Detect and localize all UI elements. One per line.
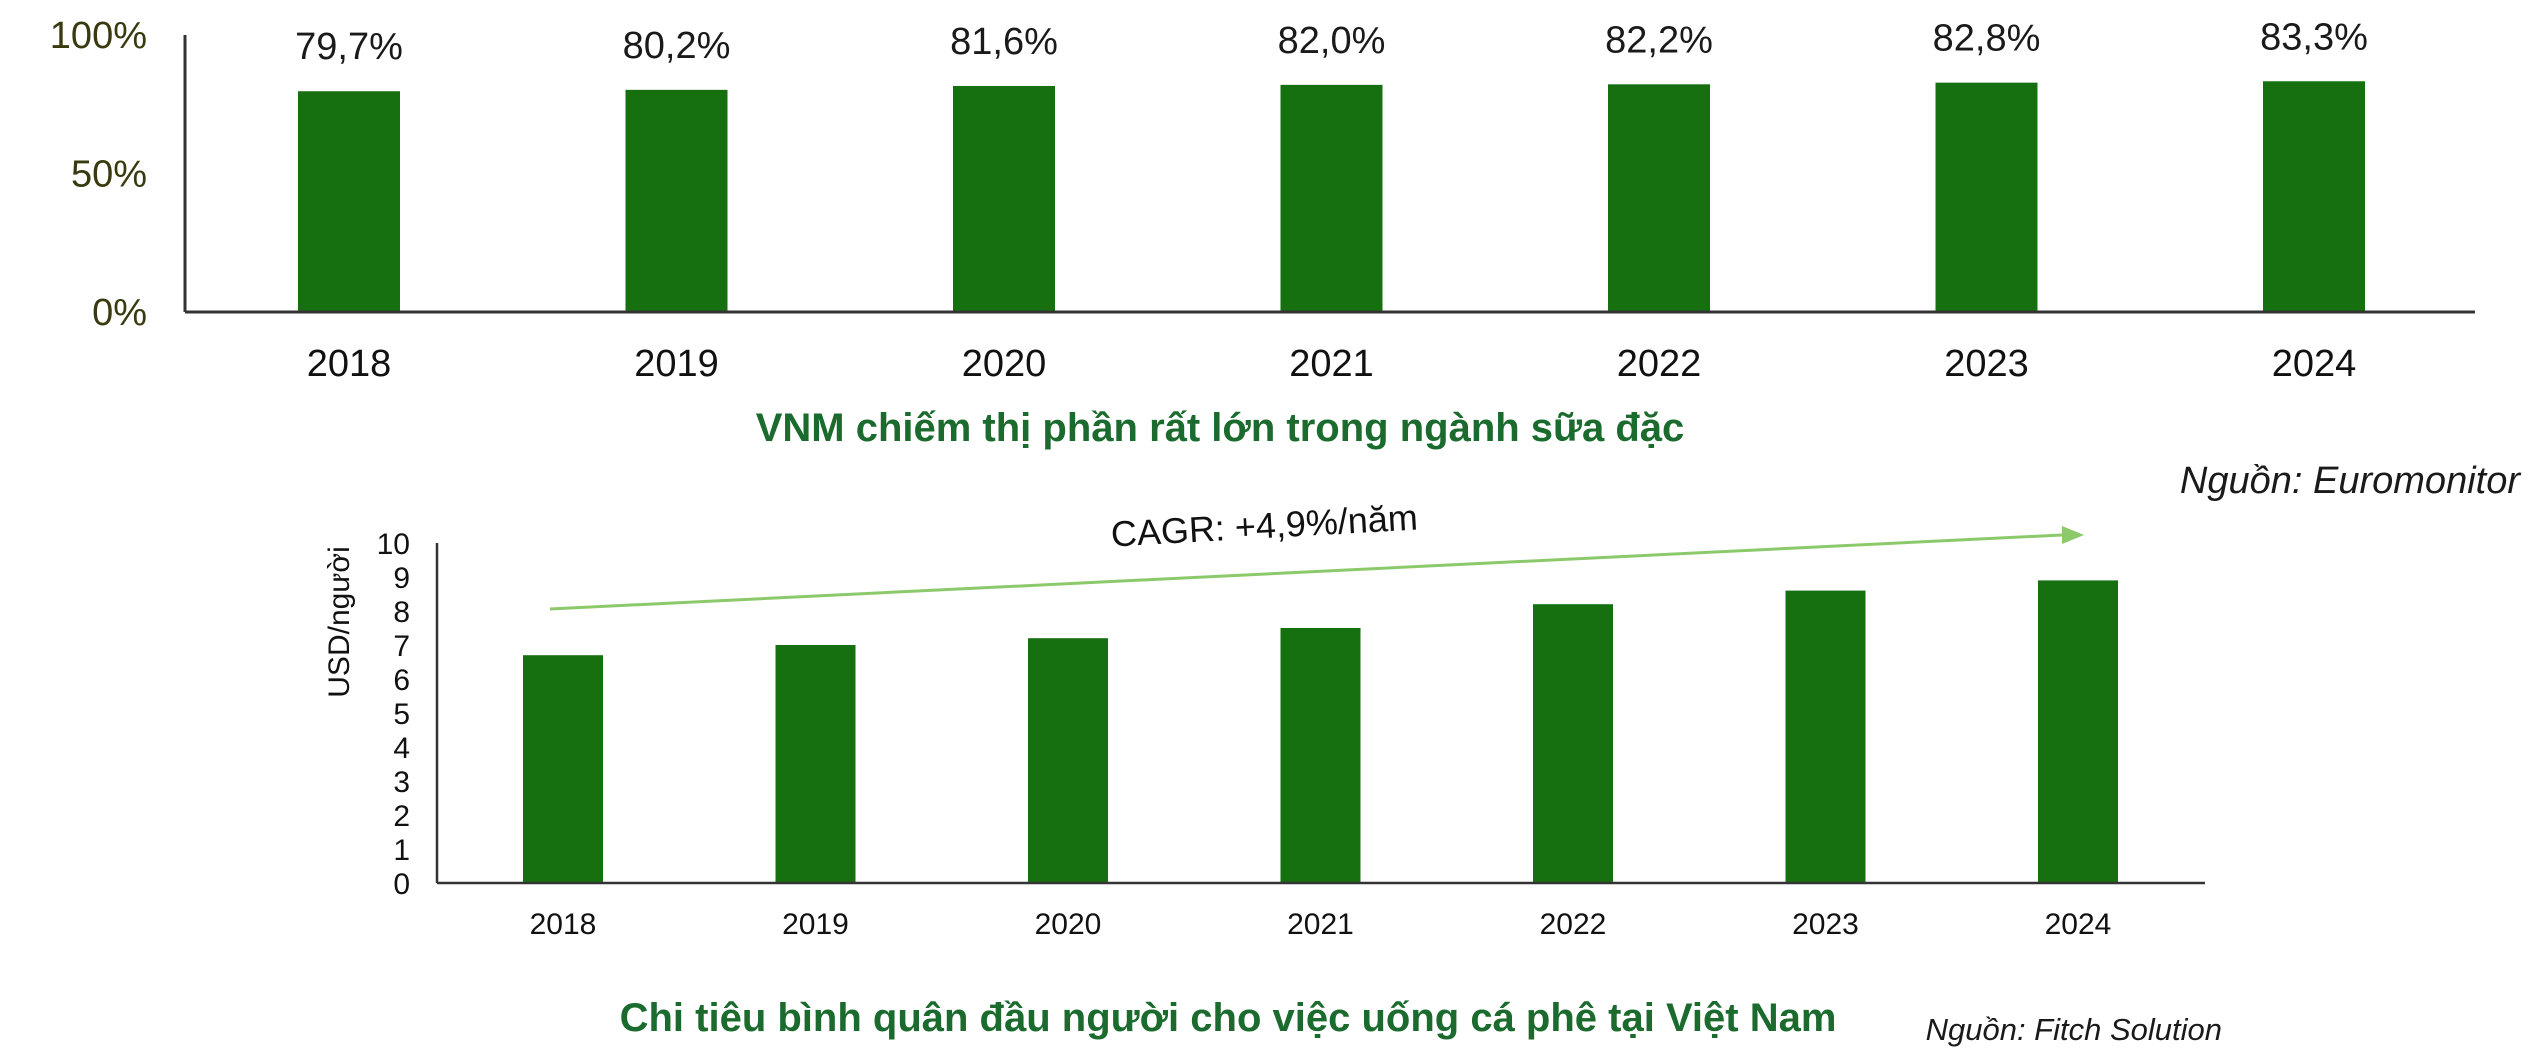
market-share-y-tick: 100% (50, 15, 147, 57)
coffee-spending-y-tick: 2 (393, 800, 410, 833)
market-share-y-tick: 0% (92, 292, 147, 334)
coffee-spending-x-tick: 2021 (1287, 908, 1354, 941)
cagr-trend-arrow (549, 526, 2084, 611)
market-share-caption: VNM chiếm thị phần rất lớn trong ngành s… (756, 406, 1685, 450)
coffee-spending-y-tick: 3 (393, 766, 410, 799)
coffee-spending-source: Nguồn: Fitch Solution (1926, 1012, 2222, 1047)
market-share-x-ticks: 2018 2019 2020 2021 2022 2023 2024 (307, 343, 2357, 385)
coffee-spending-x-tick: 2020 (1035, 908, 1102, 941)
market-share-bar (625, 89, 728, 312)
market-share-x-tick: 2022 (1617, 343, 1702, 385)
market-share-bars (298, 81, 2365, 312)
coffee-spending-x-tick: 2024 (2045, 908, 2112, 941)
market-share-x-tick: 2024 (2272, 343, 2357, 385)
market-share-bar (953, 85, 1055, 312)
market-share-x-tick: 2023 (1944, 343, 2029, 385)
coffee-spending-y-tick: 0 (393, 868, 410, 901)
market-share-source: Nguồn: Euromonitor (2180, 460, 2521, 502)
market-share-chart: 0% 50% 100% 79,7% 80,2% 81,6% 82,0% 82,2% 82,8%… (50, 15, 2522, 502)
market-share-bar (1280, 84, 1383, 312)
coffee-spending-y-tick: 5 (393, 698, 410, 731)
market-share-data-label: 81,6% (950, 21, 1058, 63)
market-share-data-label: 79,7% (295, 26, 403, 68)
coffee-spending-x-tick: 2022 (1540, 908, 1607, 941)
market-share-x-tick: 2018 (307, 343, 392, 385)
coffee-spending-y-tick: 6 (393, 664, 410, 697)
coffee-spending-bar (1280, 628, 1361, 883)
coffee-spending-y-axis-label: USD/người (323, 546, 356, 697)
market-share-bar (1935, 82, 2038, 312)
coffee-spending-bar (1028, 638, 1108, 883)
coffee-spending-bar (2038, 580, 2118, 883)
market-share-bar (298, 91, 400, 312)
coffee-spending-x-ticks: 2018 2019 2020 2021 2022 2023 2024 (530, 908, 2112, 941)
market-share-data-label: 82,0% (1278, 20, 1386, 62)
market-share-data-label: 83,3% (2260, 16, 2368, 58)
market-share-data-label: 80,2% (623, 25, 731, 67)
market-share-data-label: 82,2% (1605, 19, 1713, 61)
market-share-data-label: 82,8% (1933, 18, 2041, 60)
coffee-spending-y-tick: 9 (393, 562, 410, 595)
market-share-y-tick: 50% (71, 154, 147, 196)
coffee-spending-x-tick: 2023 (1792, 908, 1859, 941)
market-share-y-ticks: 0% 50% 100% (50, 15, 147, 334)
market-share-bar (1608, 84, 1710, 312)
coffee-spending-bar (1785, 590, 1866, 883)
coffee-spending-y-tick: 10 (377, 528, 410, 561)
coffee-spending-y-tick: 7 (393, 630, 410, 663)
market-share-bar (2263, 81, 2365, 312)
coffee-spending-bar (775, 645, 856, 883)
coffee-spending-y-tick: 1 (393, 834, 410, 867)
cagr-annotation: CAGR: +4,9%/năm (1110, 496, 1419, 554)
market-share-x-tick: 2019 (634, 343, 719, 385)
coffee-spending-bar (1533, 604, 1613, 883)
coffee-spending-y-tick: 4 (393, 732, 410, 765)
coffee-spending-caption: Chi tiêu bình quân đầu người cho việc uố… (620, 996, 1837, 1040)
coffee-spending-x-tick: 2019 (782, 908, 849, 941)
market-share-x-tick: 2021 (1289, 343, 1374, 385)
coffee-spending-y-tick: 8 (393, 596, 410, 629)
coffee-spending-x-tick: 2018 (530, 908, 597, 941)
market-share-data-labels: 79,7% 80,2% 81,6% 82,0% 82,2% 82,8% 83,3% (295, 16, 2368, 68)
market-share-x-tick: 2020 (962, 343, 1047, 385)
coffee-spending-bar (523, 655, 603, 883)
coffee-spending-bars (523, 580, 2118, 883)
